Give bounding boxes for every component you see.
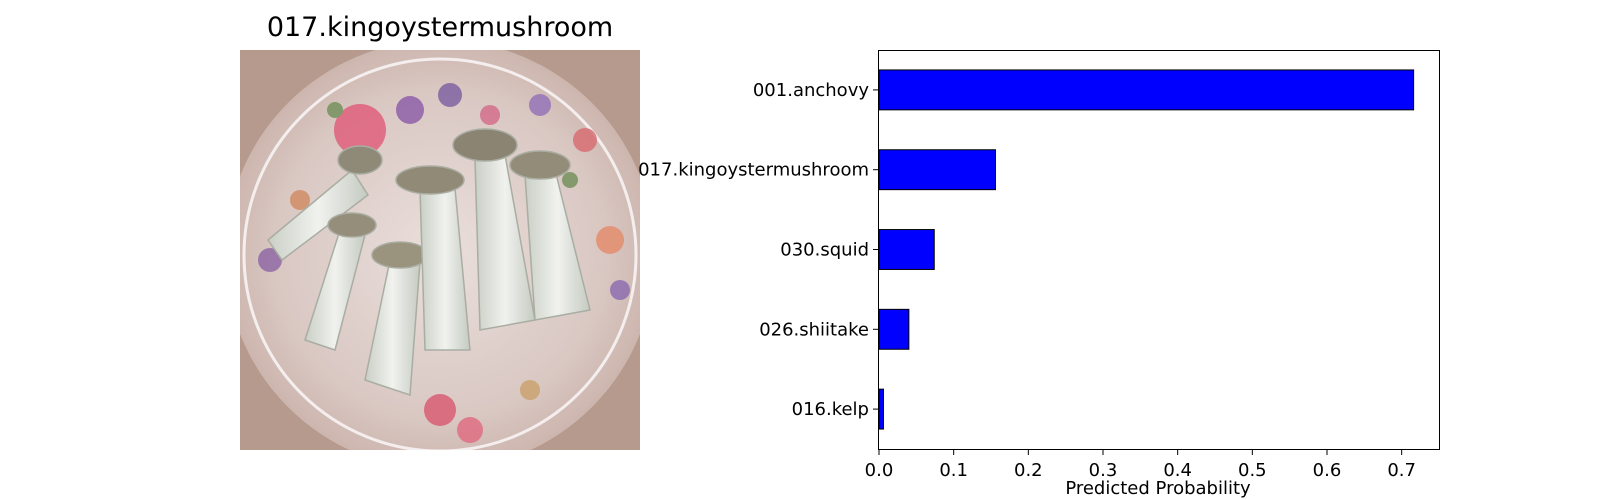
bar-016.kelp <box>878 388 884 430</box>
plot-area <box>878 50 1440 450</box>
x-axis-label: Predicted Probability <box>1065 478 1251 499</box>
bar-030.squid <box>878 229 935 270</box>
food-photo <box>240 50 640 450</box>
x-tick-label: 0.0 <box>865 460 894 481</box>
x-tick-label: 0.1 <box>939 460 968 481</box>
bar-026.shiitake <box>878 308 910 350</box>
y-tick-label: 030.squid <box>780 240 869 261</box>
bar-017.kingoystermushroom <box>878 149 996 191</box>
bar-001.anchovy <box>878 69 1415 111</box>
x-tick-label: 0.3 <box>1089 460 1118 481</box>
x-tick-label: 0.5 <box>1238 460 1267 481</box>
y-tick-label: 017.kingoystermushroom <box>638 160 869 181</box>
y-tick-label: 001.anchovy <box>753 80 869 101</box>
x-tick-label: 0.6 <box>1313 460 1342 481</box>
y-tick-label: 016.kelp <box>792 399 869 420</box>
x-tick-label: 0.4 <box>1163 460 1192 481</box>
y-tick-label: 026.shiitake <box>759 319 869 340</box>
image-title: 017.kingoystermushroom <box>266 12 614 43</box>
x-tick-label: 0.7 <box>1387 460 1416 481</box>
x-tick-label: 0.2 <box>1014 460 1043 481</box>
